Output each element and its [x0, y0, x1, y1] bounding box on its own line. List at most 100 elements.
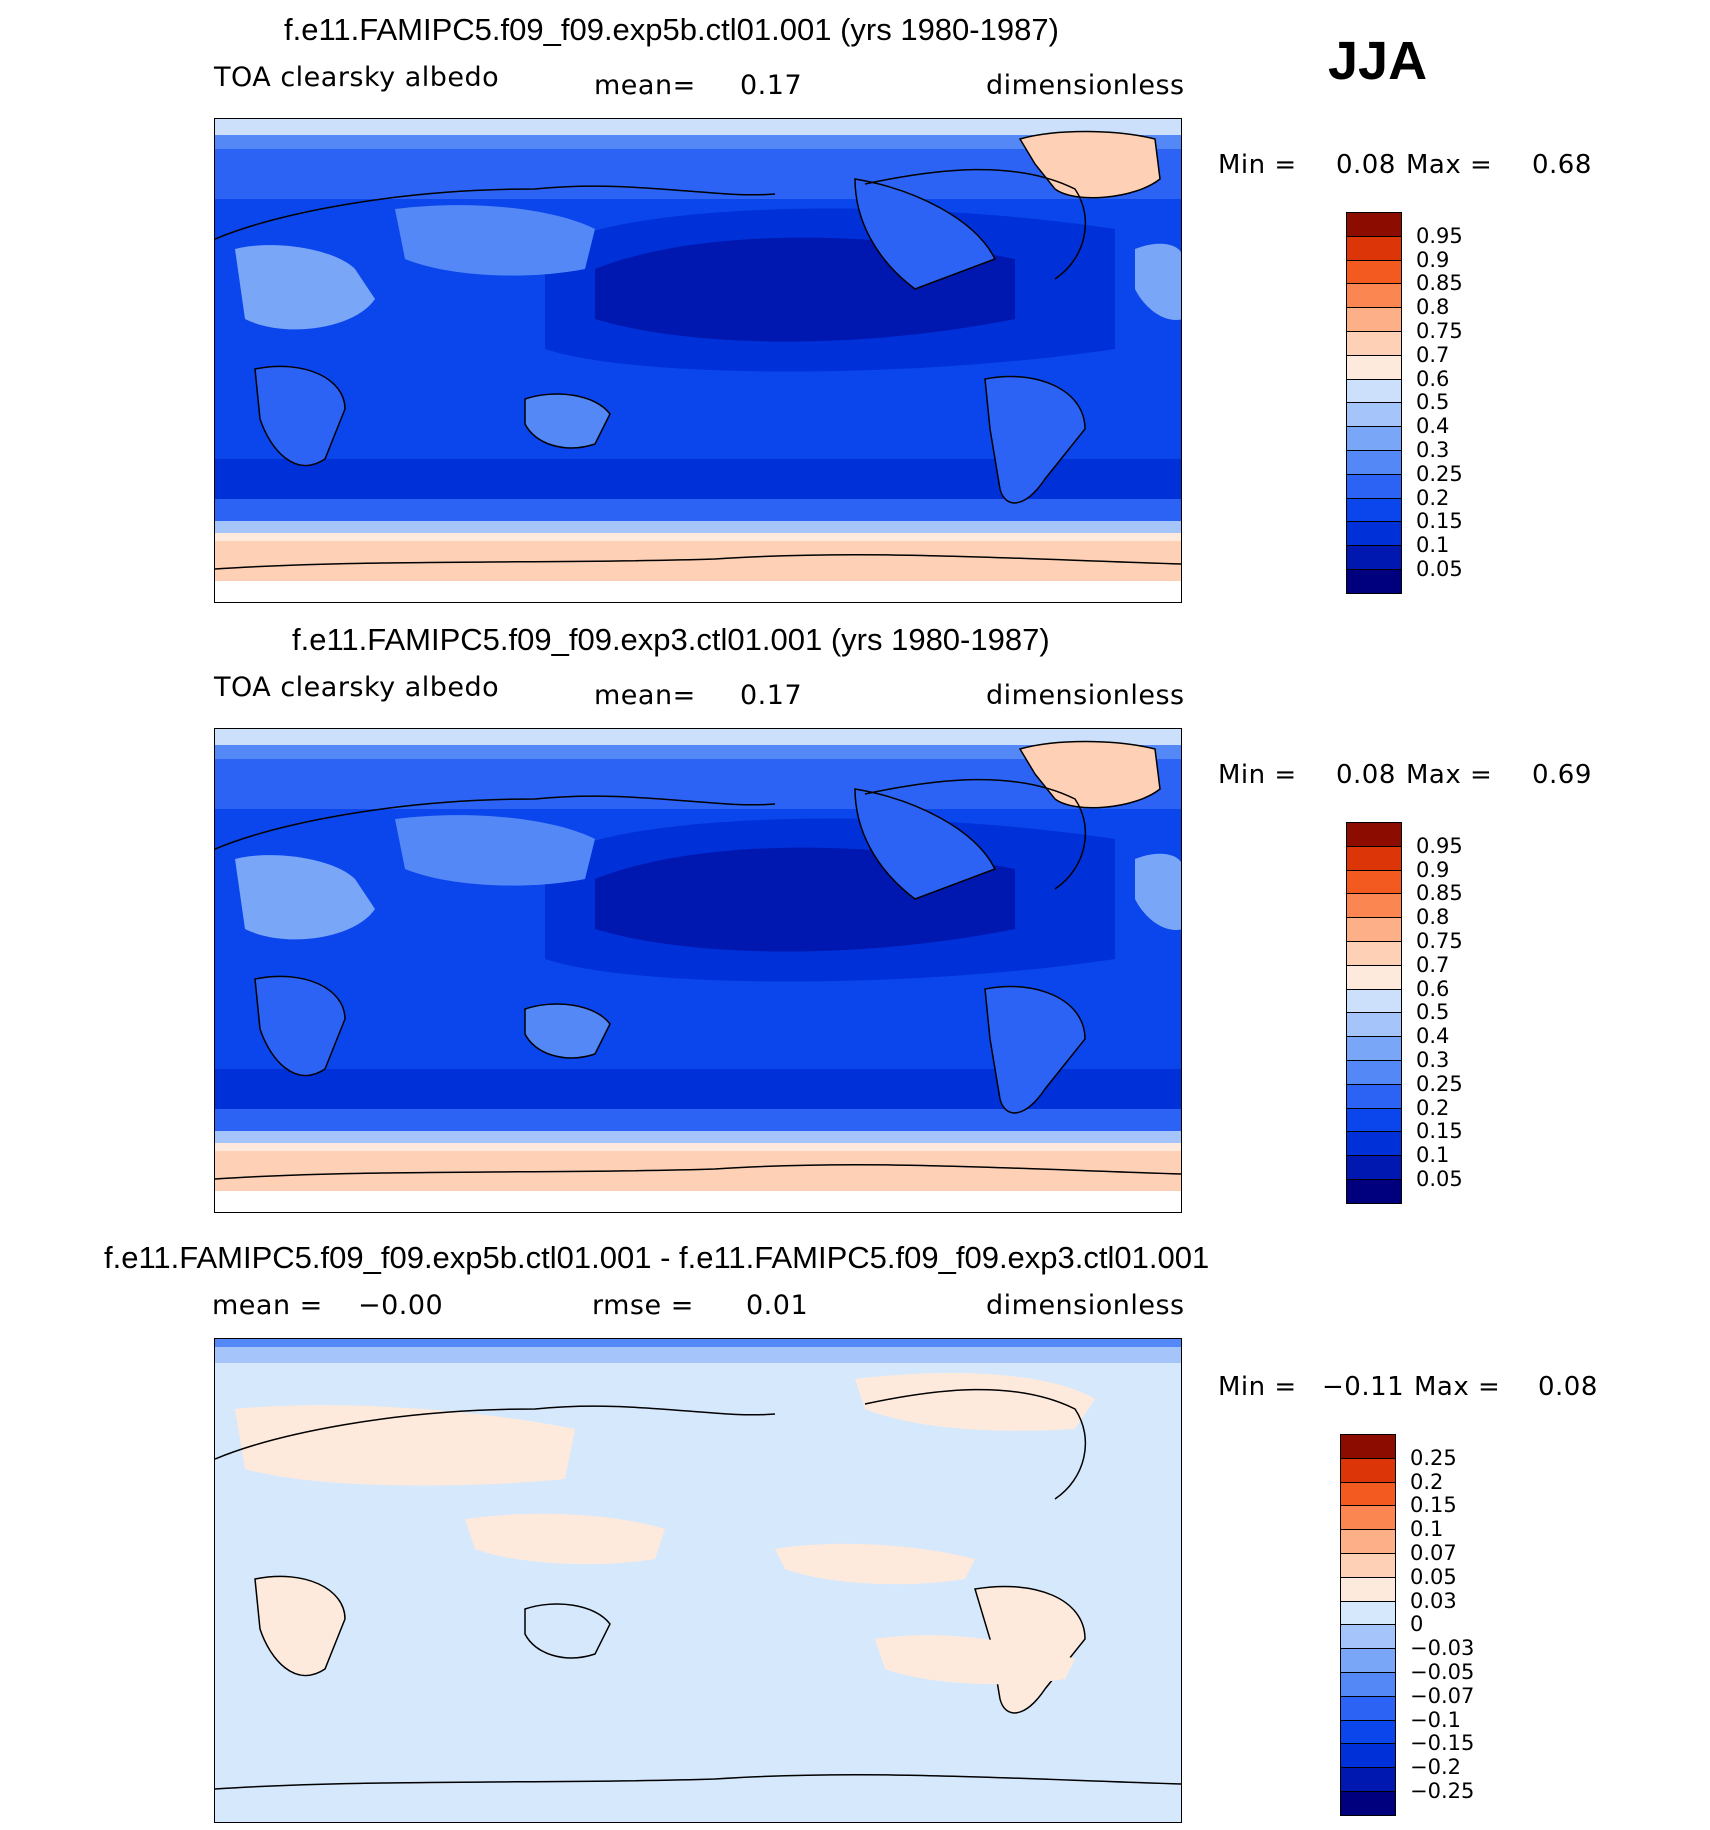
colorbar-swatch — [1346, 497, 1402, 523]
colorbar-swatch — [1346, 1131, 1402, 1157]
colorbar-level-label: −0.03 — [1410, 1636, 1475, 1661]
panel-2-max-value: 0.69 — [1532, 760, 1592, 790]
panel-3-max-label: Max = — [1414, 1372, 1501, 1402]
colorbar-level-label: −0.25 — [1410, 1779, 1475, 1803]
panel-1-min-label: Min = — [1218, 150, 1297, 180]
colorbar-swatch — [1346, 1155, 1402, 1180]
colorbar-swatch — [1340, 1791, 1396, 1816]
panel-3-max-value: 0.08 — [1538, 1372, 1598, 1402]
panel-1-units: dimensionless — [986, 70, 1185, 101]
colorbar-swatch — [1340, 1648, 1396, 1673]
colorbar-swatch — [1346, 822, 1402, 847]
colorbar-level-label: 0.9 — [1416, 857, 1450, 882]
colorbar-swatch — [1346, 569, 1402, 594]
colorbar-swatch — [1346, 869, 1402, 895]
colorbar-swatch — [1340, 1767, 1396, 1792]
panel-3-title: f.e11.FAMIPC5.f09_f09.exp5b.ctl01.001 - … — [104, 1240, 1210, 1275]
colorbar-level-label: 0.9 — [1416, 247, 1450, 272]
panel-2-units: dimensionless — [986, 680, 1185, 711]
colorbar-swatch — [1346, 354, 1402, 380]
panel-1-title: f.e11.FAMIPC5.f09_f09.exp5b.ctl01.001 (y… — [284, 12, 1059, 47]
colorbar-swatch — [1346, 473, 1402, 499]
colorbar-swatch — [1340, 1719, 1396, 1745]
colorbar-level-label: 0.2 — [1416, 1095, 1450, 1120]
colorbar-level-label: 0.03 — [1410, 1588, 1457, 1613]
colorbar-swatch — [1346, 917, 1402, 942]
colorbar-swatch — [1346, 845, 1402, 871]
panel-3-min-label: Min = — [1218, 1372, 1297, 1402]
colorbar-swatch — [1346, 1036, 1402, 1061]
colorbar-swatch — [1346, 283, 1402, 309]
panel-3-units: dimensionless — [986, 1290, 1185, 1321]
colorbar-swatch — [1340, 1457, 1396, 1483]
colorbar-swatch — [1346, 450, 1402, 475]
colorbar-swatch — [1346, 212, 1402, 237]
colorbar-swatch — [1346, 426, 1402, 451]
colorbar-swatch — [1340, 1434, 1396, 1459]
panel-3-mean-label: mean = — [212, 1290, 323, 1321]
colorbar-level-label: 0.6 — [1416, 366, 1450, 391]
colorbar-swatch — [1340, 1553, 1396, 1578]
colorbar-swatch — [1346, 235, 1402, 261]
panel-2-variable: TOA clearsky albedo — [214, 672, 500, 703]
panel-1-mean-value: 0.17 — [740, 70, 803, 101]
colorbar-level-label: 0.75 — [1416, 929, 1463, 953]
panel-3-mean-value: −0.00 — [358, 1290, 444, 1321]
colorbar-level-label: 0.85 — [1416, 271, 1463, 296]
colorbar-swatch — [1346, 521, 1402, 547]
colorbar-swatch — [1346, 331, 1402, 356]
panel-2-mean-value: 0.17 — [740, 680, 803, 711]
panel-2-title: f.e11.FAMIPC5.f09_f09.exp3.ctl01.001 (yr… — [292, 622, 1050, 657]
colorbar-level-label: 0.05 — [1416, 1167, 1463, 1191]
colorbar-level-label: −0.1 — [1410, 1707, 1461, 1732]
colorbar-level-label: 0.95 — [1416, 223, 1463, 248]
colorbar-level-label: −0.07 — [1410, 1683, 1475, 1708]
colorbar-swatch — [1346, 1012, 1402, 1038]
colorbar-level-label: 0.05 — [1416, 557, 1463, 581]
colorbar-swatch — [1346, 307, 1402, 332]
panel-3-rmse-label: rmse = — [592, 1290, 694, 1321]
colorbar-level-label: 0.85 — [1416, 881, 1463, 906]
colorbar-level-label: −0.05 — [1410, 1660, 1475, 1684]
colorbar-swatch — [1346, 1107, 1402, 1133]
panel-1-mean-label: mean= — [594, 70, 696, 101]
colorbar-level-label: 0.2 — [1416, 485, 1450, 510]
colorbar-swatch — [1340, 1743, 1396, 1769]
colorbar-level-label: 0.2 — [1410, 1469, 1444, 1494]
colorbar-swatch — [1346, 402, 1402, 428]
panel-2-max-label: Max = — [1406, 760, 1493, 790]
colorbar-level-label: 0.5 — [1416, 1000, 1450, 1025]
colorbar-level-label: 0.8 — [1416, 295, 1450, 320]
panel-1-max-label: Max = — [1406, 150, 1493, 180]
colorbar-level-label: 0.5 — [1416, 390, 1450, 415]
colorbar-level-label: 0.3 — [1416, 1048, 1450, 1072]
colorbar-swatch — [1340, 1576, 1396, 1602]
panel-3-map — [214, 1338, 1182, 1823]
colorbar-level-label: 0.1 — [1416, 533, 1450, 558]
panel-1-min-value: 0.08 — [1336, 150, 1396, 180]
colorbar-swatch — [1346, 893, 1402, 919]
colorbar-swatch — [1340, 1624, 1396, 1650]
colorbar-level-label: −0.15 — [1410, 1731, 1475, 1756]
colorbar-level-label: 0.25 — [1410, 1445, 1457, 1470]
colorbar-level-label: 0.25 — [1416, 461, 1463, 486]
colorbar-swatch — [1346, 259, 1402, 285]
colorbar-level-label: 0.7 — [1416, 952, 1450, 977]
colorbar-level-label: 0.3 — [1416, 438, 1450, 462]
colorbar-swatch — [1346, 1060, 1402, 1085]
panel-1-max-value: 0.68 — [1532, 150, 1592, 180]
colorbar-level-label: 0.1 — [1416, 1143, 1450, 1168]
panel-2-min-label: Min = — [1218, 760, 1297, 790]
colorbar-swatch — [1346, 1083, 1402, 1109]
colorbar-level-label: 0.75 — [1416, 319, 1463, 343]
colorbar-level-label: 0.6 — [1416, 976, 1450, 1001]
colorbar-swatch — [1340, 1695, 1396, 1721]
colorbar-level-label: 0.15 — [1416, 509, 1463, 534]
colorbar-level-label: 0 — [1410, 1612, 1424, 1637]
colorbar-level-label: 0.95 — [1416, 833, 1463, 858]
colorbar-level-label: 0.7 — [1416, 342, 1450, 367]
colorbar-swatch — [1346, 1179, 1402, 1204]
panel-1-variable: TOA clearsky albedo — [214, 62, 500, 93]
panel-2-map — [214, 728, 1182, 1213]
colorbar-swatch — [1340, 1672, 1396, 1697]
